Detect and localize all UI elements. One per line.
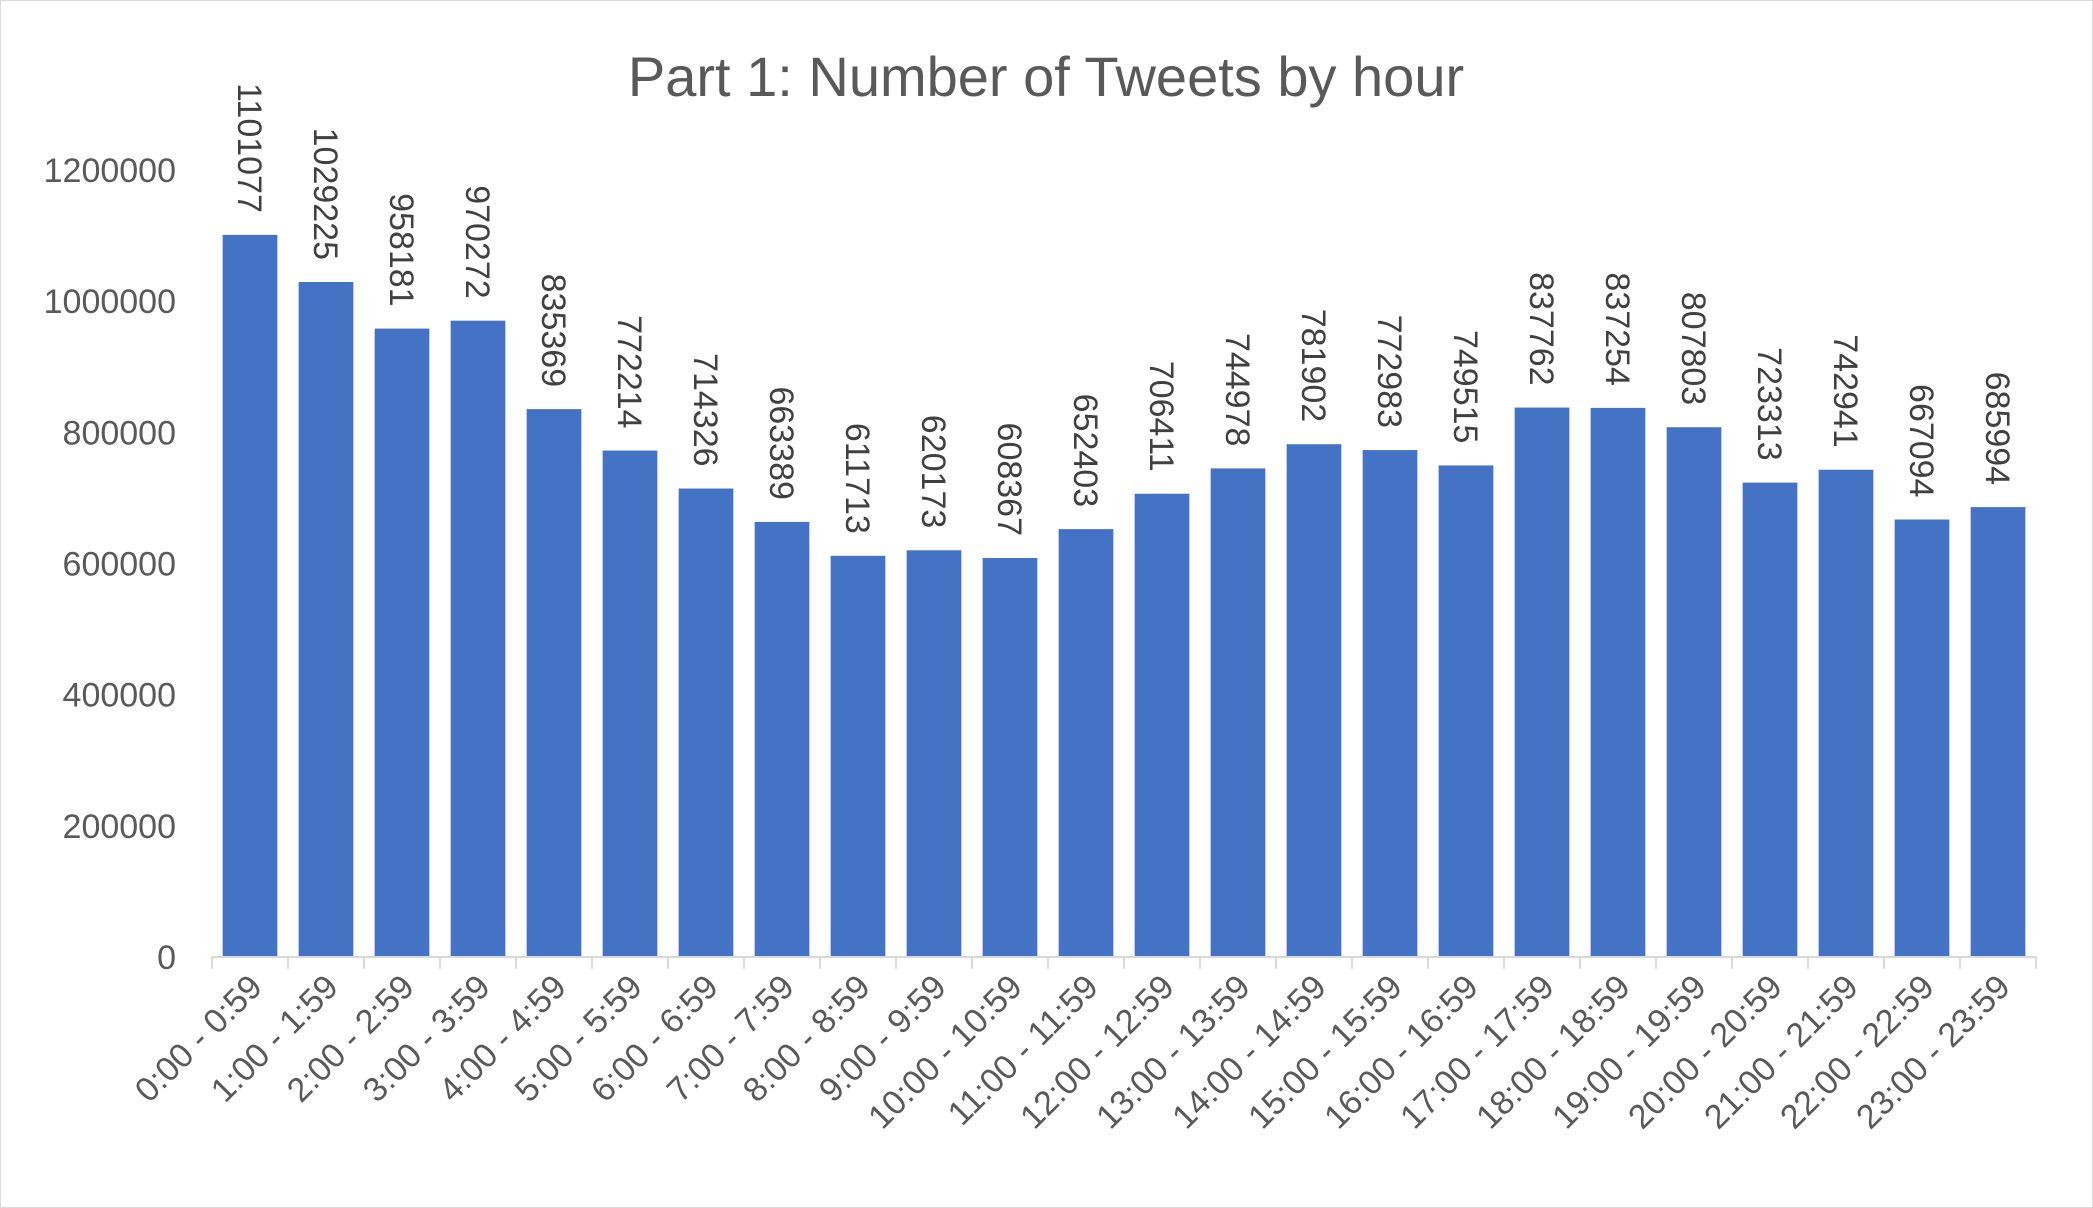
bar (1438, 465, 1494, 957)
bar (1742, 482, 1798, 957)
data-label: 652403 (1066, 394, 1104, 507)
y-tick-label: 0 (157, 939, 176, 977)
bars (222, 234, 2026, 958)
bar (906, 550, 962, 957)
chart-title: Part 1: Number of Tweets by hour (628, 45, 1464, 108)
data-label: 742941 (1826, 334, 1864, 447)
bar (1058, 529, 1114, 957)
data-labels: 1101077 1029225 958181 970272 835369 772214 71… (230, 83, 2016, 536)
bar (1210, 468, 1266, 957)
data-label: 667094 (1902, 384, 1940, 497)
data-label: 1029225 (306, 128, 344, 260)
data-label: 723313 (1750, 347, 1788, 460)
bar (1134, 493, 1190, 957)
data-label: 749515 (1446, 330, 1484, 443)
bar (1666, 427, 1722, 958)
data-label: 706411 (1142, 361, 1180, 472)
bar (1362, 450, 1418, 957)
y-tick-label: 400000 (63, 677, 176, 715)
x-axis (211, 956, 2037, 969)
data-label: 772983 (1370, 315, 1408, 428)
data-label: 1101077 (230, 83, 268, 213)
y-tick-label: 1000000 (44, 283, 176, 321)
bar (374, 328, 430, 957)
bar (1514, 407, 1570, 957)
x-tick-labels: 0:00 - 0:591:00 - 1:592:00 - 2:593:00 - … (128, 968, 2018, 1137)
bar (1286, 444, 1342, 957)
y-tick-label: 1200000 (44, 152, 176, 190)
bar (298, 281, 354, 957)
data-label: 772214 (610, 315, 648, 428)
data-label: 781902 (1294, 309, 1332, 422)
bar (982, 558, 1038, 957)
y-tick-label: 200000 (63, 808, 176, 846)
bar (526, 409, 582, 957)
bar (754, 521, 810, 957)
data-label: 958181 (382, 193, 420, 306)
data-label: 807803 (1674, 292, 1712, 405)
bar (1970, 507, 2026, 957)
data-label: 608367 (990, 423, 1028, 536)
bar (678, 488, 734, 957)
bar (1818, 469, 1874, 957)
bar (602, 450, 658, 957)
y-tick-label: 600000 (63, 546, 176, 584)
data-label: 970272 (458, 185, 496, 298)
data-label: 620173 (914, 415, 952, 528)
data-label: 714326 (686, 353, 724, 466)
bar (450, 320, 506, 957)
data-label: 685994 (1978, 372, 2016, 485)
data-label: 837762 (1522, 272, 1560, 385)
data-label: 611713 (838, 423, 876, 534)
bar (1894, 519, 1950, 957)
y-tick-label: 800000 (63, 414, 176, 452)
data-label: 663389 (762, 386, 800, 499)
data-label: 837254 (1598, 272, 1636, 385)
bar (830, 555, 886, 957)
data-label: 744978 (1218, 333, 1256, 446)
y-axis-labels: 0 200000 400000 600000 800000 1000000 1200000 (44, 152, 176, 977)
bar (1590, 407, 1646, 958)
data-label: 835369 (534, 274, 572, 387)
bar (222, 234, 278, 957)
